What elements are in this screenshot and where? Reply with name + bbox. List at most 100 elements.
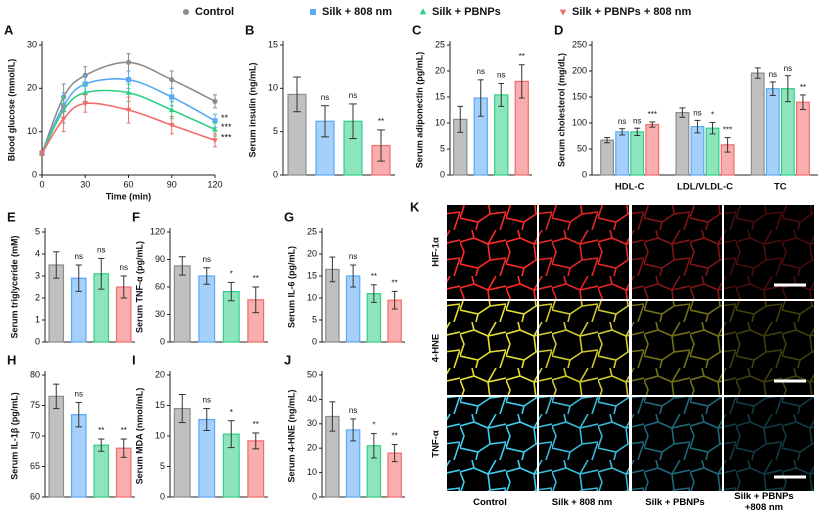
y-tick-label: 20 xyxy=(307,443,317,453)
annotation: ns xyxy=(769,70,777,79)
annotation: *** xyxy=(221,122,232,132)
panel-letter: I xyxy=(132,352,136,367)
y-tick-label: 40 xyxy=(307,394,317,404)
annotation: *** xyxy=(723,126,732,135)
y-tick-label: 10 xyxy=(268,83,278,93)
annotation: ** xyxy=(253,274,259,283)
y-tick-label: 90 xyxy=(155,254,165,264)
panel-letter: H xyxy=(7,352,16,367)
bar xyxy=(494,94,509,176)
y-tick-label: 120 xyxy=(150,226,165,236)
y-axis-label: Serum IL-1β (pg/mL) xyxy=(9,392,19,480)
annotation: ns xyxy=(497,71,505,80)
row-label: 4-HNE xyxy=(431,334,442,363)
annotation: ns xyxy=(349,252,357,261)
marker xyxy=(125,89,132,95)
bar xyxy=(630,131,645,176)
annotation: ns xyxy=(120,263,128,272)
y-tick-label: 5 xyxy=(273,126,278,136)
y-tick-label: 20 xyxy=(435,65,445,75)
annotation: ** xyxy=(221,113,229,123)
annotation: ns xyxy=(693,109,701,118)
annotation: ** xyxy=(392,279,398,288)
y-tick-label: 75 xyxy=(30,400,40,410)
micrograph-signal xyxy=(539,397,629,491)
micrograph-signal xyxy=(539,301,629,395)
line xyxy=(41,78,216,154)
micrograph-signal xyxy=(632,205,722,299)
y-tick-label: 5 xyxy=(440,143,445,153)
column-label: Silk + 808 nm xyxy=(551,497,613,508)
micrograph-signal xyxy=(632,397,722,491)
marker xyxy=(212,126,218,132)
y-tick-label: 3 xyxy=(35,270,40,280)
annotation: ns xyxy=(203,255,211,264)
bar xyxy=(198,418,216,498)
y-tick-label: 200 xyxy=(572,65,587,75)
x-tick-label: TC xyxy=(774,182,787,193)
y-axis-label: Serum MDA (nmol/mL) xyxy=(134,388,144,485)
bar xyxy=(796,101,810,176)
panel-letter: E xyxy=(7,209,16,224)
micrograph-signal xyxy=(447,397,537,491)
annotation: *** xyxy=(648,110,657,119)
micrograph-signal xyxy=(724,301,814,395)
y-tick-label: 30 xyxy=(307,418,317,428)
y-tick-label: 15 xyxy=(435,91,445,101)
y-tick-label: 20 xyxy=(27,83,37,93)
y-axis-label: Serum 4-HNE (ng/mL) xyxy=(286,389,296,482)
y-axis-label: Serum cholesterol (mg/dL) xyxy=(556,53,566,167)
panel-letter: F xyxy=(132,209,140,224)
y-tick-label: 250 xyxy=(572,39,587,49)
row-label: TNF-α xyxy=(431,430,442,458)
y-tick-label: 10 xyxy=(307,292,317,302)
annotation: * xyxy=(230,270,233,279)
panel-letter: B xyxy=(245,22,254,37)
marker xyxy=(168,106,175,113)
y-tick-label: 5 xyxy=(35,226,40,236)
bar xyxy=(93,444,110,498)
micrograph-signal xyxy=(632,301,722,395)
legend-label: Control xyxy=(195,6,234,18)
annotation: ns xyxy=(97,246,105,255)
y-axis-label: Serum insulin (ng/mL) xyxy=(247,62,257,157)
y-axis-label: Serum TNF-α (pg/mL) xyxy=(134,241,144,333)
column-label: Silk + PBNPs +808 nm xyxy=(734,491,794,513)
annotation: ns xyxy=(349,406,357,415)
y-tick-label: 10 xyxy=(155,430,165,440)
y-tick-label: 25 xyxy=(307,226,317,236)
panel-letter: J xyxy=(284,352,291,367)
legend-label: Silk + 808 nm xyxy=(322,6,392,18)
annotation: ** xyxy=(519,52,525,61)
y-tick-label: 4 xyxy=(35,248,40,258)
annotation: ** xyxy=(392,432,398,441)
y-tick-label: 100 xyxy=(572,117,587,127)
annotation: ** xyxy=(253,420,259,429)
x-tick-label: 90 xyxy=(167,179,177,189)
y-tick-label: 10 xyxy=(27,126,37,136)
y-tick-label: 10 xyxy=(307,467,317,477)
y-axis-label: Serum IL-6 (pg/mL) xyxy=(286,246,296,328)
y-axis-label: Serum adiponectin (pg/mL) xyxy=(414,52,424,169)
y-tick-label: 25 xyxy=(435,39,445,49)
legend-label: Silk + PBNPs + 808 nm xyxy=(572,6,691,18)
bar xyxy=(198,275,216,343)
y-axis-label: Serum triglyceride (mM) xyxy=(9,235,19,338)
annotation: ns xyxy=(75,390,83,399)
bar xyxy=(600,139,614,176)
y-tick-label: 0 xyxy=(582,169,587,179)
y-tick-label: 2 xyxy=(35,292,40,302)
x-tick-label: 0 xyxy=(39,179,44,189)
bar xyxy=(765,88,780,176)
bar xyxy=(173,265,191,343)
y-tick-label: 60 xyxy=(30,491,40,501)
y-tick-label: 30 xyxy=(155,309,165,319)
y-tick-label: 50 xyxy=(577,143,587,153)
y-tick-label: 0 xyxy=(160,491,165,501)
panel-letter: C xyxy=(412,22,422,37)
y-tick-label: 30 xyxy=(27,39,37,49)
legend-label: Silk + PBNPs xyxy=(432,6,501,18)
bar xyxy=(675,111,690,176)
